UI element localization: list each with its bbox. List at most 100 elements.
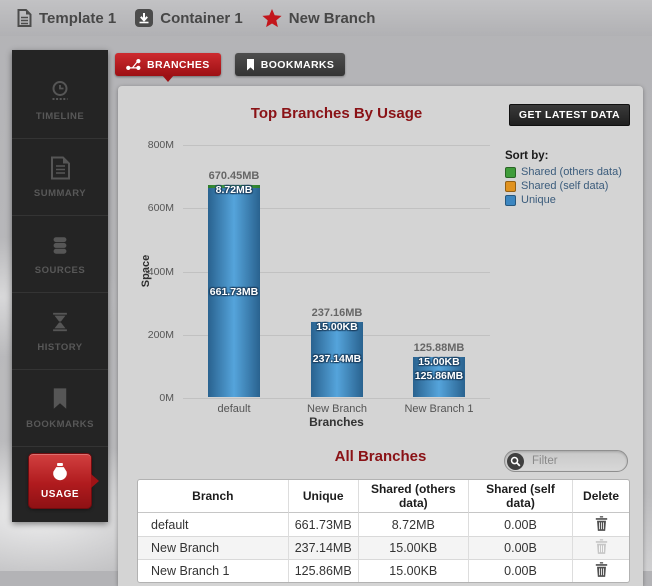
table-header-shared-others-data-: Shared (others data) [357,480,468,513]
legend-entry-unique[interactable]: Unique [505,194,622,206]
bookmark-icon [246,54,255,76]
gridline [183,272,490,273]
bar-shared-label: 15.00KB [316,321,358,333]
breadcrumb: Template 1 Container 1 New Branch [0,0,652,36]
bookmark-icon [52,387,68,411]
clock-icon [48,79,72,103]
usage-panel: Top Branches By Usage GET LATEST DATA Sp… [118,86,643,586]
y-tick-label: 400M [147,266,174,278]
legend-swatch [505,180,516,192]
plot-area: 800M 600M 400M 200M 0M 670.45MB 8.72MB 661.73MB… [148,139,490,415]
tab-label: BRANCHES [147,58,210,71]
get-latest-data-button[interactable]: GET LATEST DATA [508,104,630,126]
gridline [183,398,490,399]
database-icon [49,233,71,257]
usage-icon [50,462,70,484]
sidebar-item-label: SOURCES [34,264,86,276]
sidebar-item-usage[interactable]: USAGE [28,453,92,509]
y-tick-label: 0M [159,392,174,404]
cell-shared-self: 0.00B [467,536,573,559]
cell-branch: default [151,517,189,532]
bar-segment-unique[interactable] [413,357,465,397]
bar-new-branch[interactable]: 237.16MB 15.00KB 237.14MB [311,307,363,397]
table-header-shared-self-data-: Shared (self data) [467,480,573,513]
table-header-delete: Delete [572,480,629,513]
bar-total-label: 125.88MB [413,342,465,354]
chart-title: Top Branches By Usage [250,105,423,122]
all-branches-title: All Branches [334,448,427,465]
sidebar-item-label: SUMMARY [33,187,87,199]
x-tick-label: New Branch [307,403,367,415]
sidebar: TIMELINE SUMMARY SOURCES HISTORY BOOKMARKS US… [12,50,108,522]
cell-delete [572,536,629,559]
legend-title: Sort by: [505,150,549,162]
trash-icon[interactable] [595,515,608,531]
breadcrumb-label: New Branch [288,9,376,27]
legend-entry-label: Shared (others data) [521,166,622,178]
y-tick-label: 600M [147,202,174,214]
sidebar-item-history[interactable]: HISTORY [12,293,108,370]
branch-icon [126,58,141,71]
hourglass-icon [49,310,71,334]
filter-box [504,450,628,472]
bar-segment-unique[interactable] [208,188,260,397]
table-header-unique: Unique [287,480,358,513]
sidebar-item-timeline[interactable]: TIMELINE [12,62,108,139]
bar-segment-unique[interactable] [311,322,363,397]
legend-entry-label: Shared (self data) [521,180,609,192]
breadcrumb-template[interactable]: Template 1 [17,9,116,27]
document-icon [17,9,32,27]
breadcrumb-branch[interactable]: New Branch [262,8,376,28]
cell-unique: 661.73MB [287,513,358,536]
bar-total-label: 670.45MB [208,170,260,182]
summary-icon [50,156,71,180]
x-axis-label: Branches [309,415,364,429]
sidebar-item-sources[interactable]: SOURCES [12,216,108,293]
legend-swatch [505,194,516,206]
cell-shared-others: 15.00KB [357,536,468,559]
cell-delete [572,513,629,536]
sidebar-item-label: HISTORY [37,341,83,353]
legend: Sort by: Shared (others data) Shared (sel… [505,150,622,208]
bar-shared-label: 8.72MB [215,184,253,196]
filter-input[interactable] [504,450,628,472]
tab-label: BOOKMARKS [260,58,335,71]
table-row: default 661.73MB 8.72MB 0.00B [138,513,629,536]
cell-branch: New Branch [138,536,288,559]
sidebar-item-bookmarks[interactable]: BOOKMARKS [12,370,108,447]
sidebar-item-label: BOOKMARKS [26,418,94,430]
tab-bookmarks[interactable]: BOOKMARKS [234,53,346,76]
bar-total-label: 237.16MB [311,307,363,319]
search-icon [507,452,524,470]
y-tick-label: 200M [147,329,174,341]
bar-default[interactable]: 670.45MB 8.72MB 661.73MB [208,170,260,397]
breadcrumb-label: Container 1 [160,9,243,27]
x-tick-label: default [217,403,251,415]
legend-entry-shared-self-data-[interactable]: Shared (self data) [505,180,622,192]
container-icon [135,9,154,27]
cell-shared-self: 0.00B [467,513,572,536]
trash-icon[interactable] [595,562,608,577]
sidebar-item-summary[interactable]: SUMMARY [12,139,108,216]
table-header-branch: Branch [138,480,288,513]
legend-entry-label: Unique [521,194,556,206]
bar-unique-label: 661.73MB [209,286,259,298]
bar-unique-label: 125.86MB [414,370,464,382]
bar-segment-shared-others[interactable] [208,185,260,188]
legend-entries: Shared (others data) Shared (self data) Un… [505,166,622,206]
cell-unique: 237.14MB [287,536,358,559]
gridline [183,208,490,209]
breadcrumb-container[interactable]: Container 1 [135,9,243,27]
trash-icon [595,539,608,554]
y-tick-label: 800M [147,139,174,151]
sidebar-item-label: USAGE [40,489,80,500]
legend-entry-shared-others-data-[interactable]: Shared (others data) [505,166,622,178]
bar-new-branch-1[interactable]: 125.88MB 15.00KB 125.86MB [413,342,465,397]
x-tick-label: New Branch 1 [404,403,474,415]
tab-bar: BRANCHES BOOKMARKS [115,53,346,76]
tab-branches[interactable]: BRANCHES [115,53,221,76]
table-row: New Branch 237.14MB 15.00KB 0.00B [138,536,629,559]
table-header: Branch Unique Shared (others data) Shared (… [138,480,629,513]
star-icon [262,8,282,28]
breadcrumb-label: Template 1 [39,9,117,27]
